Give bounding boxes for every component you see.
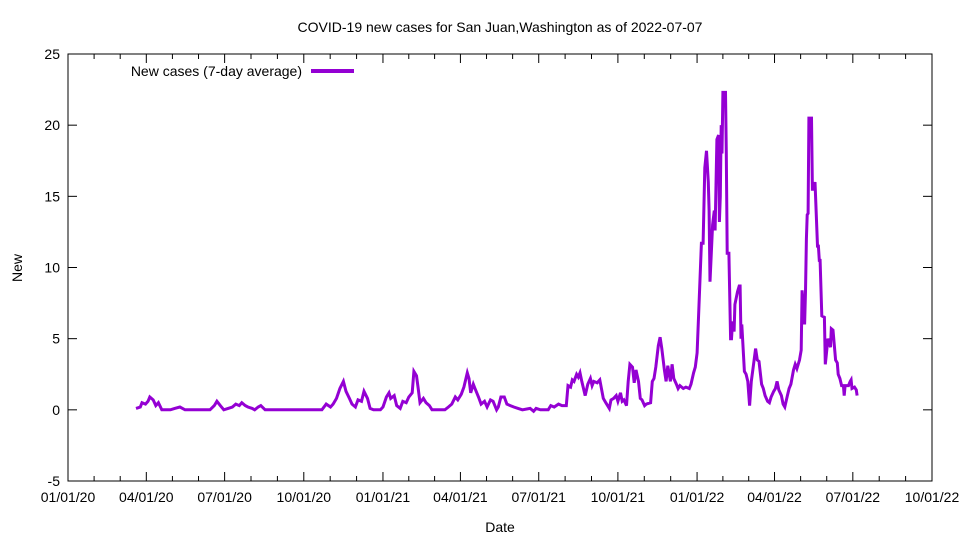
x-tick-label: 04/01/22 <box>747 489 802 505</box>
x-tick-label: 01/01/20 <box>41 489 96 505</box>
y-axis: -5 0 5 10 15 20 25 <box>44 46 932 489</box>
legend: New cases (7-day average) <box>131 63 354 79</box>
y-tick-label: 25 <box>44 46 60 62</box>
y-tick-label: 10 <box>44 260 60 276</box>
x-tick-label: 10/01/21 <box>591 489 646 505</box>
x-tick-label: 04/01/21 <box>433 489 488 505</box>
x-tick-label: 01/01/21 <box>356 489 411 505</box>
series-group <box>135 90 859 414</box>
y-tick-label: 0 <box>52 402 60 418</box>
x-tick-label: 01/01/22 <box>670 489 725 505</box>
x-axis-label: Date <box>485 519 515 535</box>
x-tick-label: 10/01/22 <box>905 489 960 505</box>
y-tick-label: 20 <box>44 117 60 133</box>
x-tick-label: 07/01/22 <box>826 489 881 505</box>
x-tick-label: 07/01/20 <box>197 489 252 505</box>
y-tick-label: 5 <box>52 331 60 347</box>
x-tick-label: 04/01/20 <box>119 489 174 505</box>
x-axis: 01/01/20 04/01/20 07/01/20 10/01/20 01/01/21… <box>41 54 960 505</box>
y-axis-label: New <box>9 253 25 282</box>
y-tick-label: 15 <box>44 188 60 204</box>
plot-border <box>67 53 933 482</box>
y-tick-label: -5 <box>48 473 61 489</box>
x-tick-label: 10/01/20 <box>277 489 332 505</box>
legend-label: New cases (7-day average) <box>131 63 302 79</box>
series-line <box>135 90 859 414</box>
chart-title: COVID-19 new cases for San Juan,Washingt… <box>298 19 703 35</box>
x-tick-label: 07/01/21 <box>511 489 566 505</box>
